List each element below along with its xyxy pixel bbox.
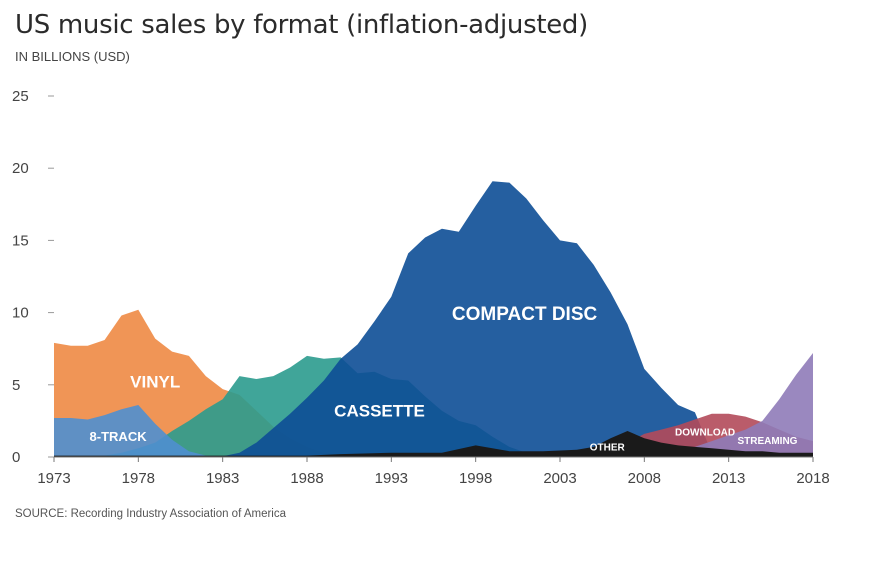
chart-title: US music sales by format (inflation-adju… [15,10,588,40]
series-label-other: OTHER [590,443,626,454]
x-tick-label: 1978 [122,470,155,487]
y-tick-label: 15 [12,232,29,249]
x-tick-label: 2013 [712,470,745,487]
area-eight-track [54,405,223,457]
chart-subtitle: IN BILLIONS (USD) [15,49,130,64]
x-tick-label: 1993 [375,470,408,487]
x-tick-label: 2018 [796,470,829,487]
x-tick-label: 1983 [206,470,239,487]
series-label-cassette: CASSETTE [334,402,425,421]
source-note: SOURCE: Recording Industry Association o… [15,508,287,520]
series-label-compact-disc: COMPACT DISC [452,304,598,325]
axes: 1973 1978 1983 1988 1993 1998 2003 2008 2013 2018 [37,456,830,487]
y-tick-label: 5 [12,377,20,394]
x-tick-label: 2008 [628,470,661,487]
x-tick-label: 1998 [459,470,492,487]
y-tick-label: 10 [12,305,29,322]
area-compact-disc [222,181,712,457]
format-areas [54,181,813,457]
x-tick-label: 1973 [37,470,70,487]
series-label-streaming: STREAMING [737,436,797,447]
y-tick-label: 0 [12,449,20,466]
y-grid: 0 5 10 15 20 25 [12,88,54,466]
area-streaming [610,353,813,457]
x-tick-label: 1988 [290,470,323,487]
series-label-download: DOWNLOAD [675,427,735,438]
series-label-eight-track: 8-TRACK [90,429,148,444]
area-other [54,431,813,457]
x-tick-label: 2003 [543,470,576,487]
y-tick-label: 20 [12,160,29,177]
series-label-vinyl: VINYL [130,373,180,392]
series-labels: VINYL 8-TRACK CASSETTE COMPACT DISC OTHER DOW… [90,304,798,454]
y-tick-label: 25 [12,88,29,105]
